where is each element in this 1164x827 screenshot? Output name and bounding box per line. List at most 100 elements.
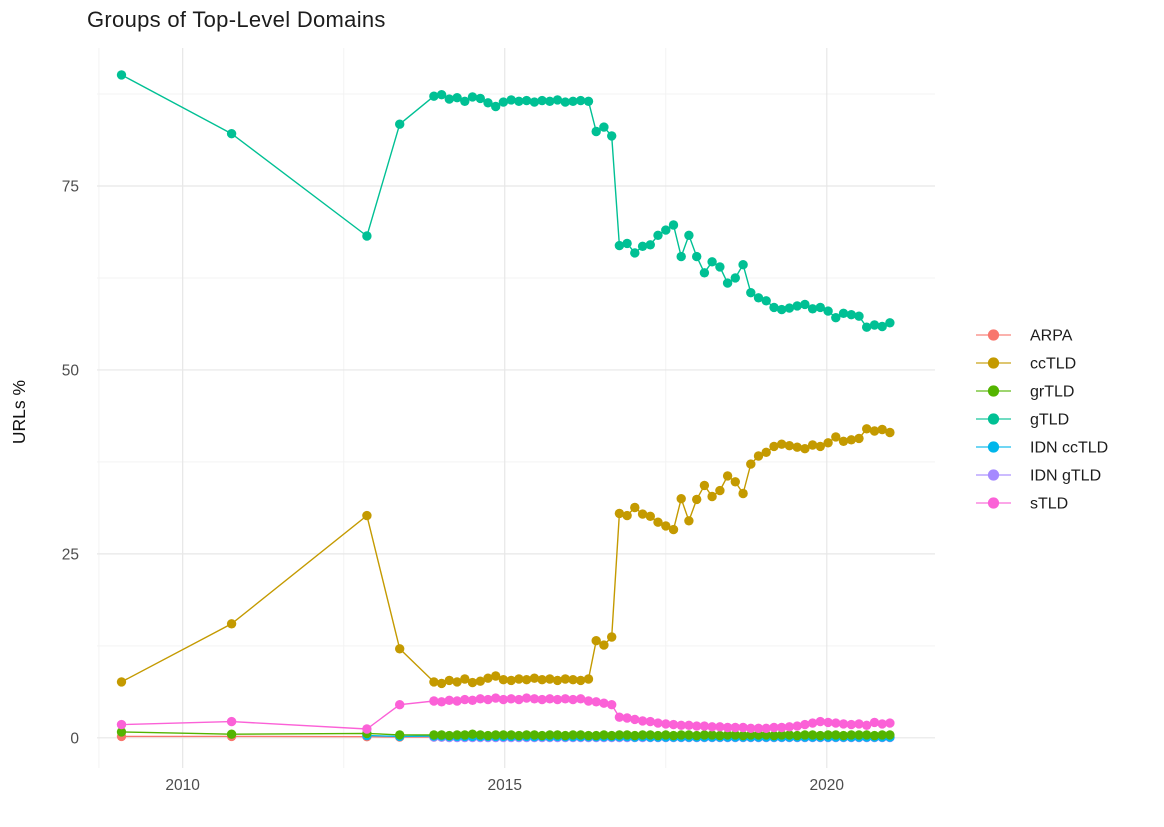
data-point	[521, 693, 532, 703]
legend-item-idn-gtld: IDN gTLD	[976, 468, 1101, 485]
legend-key-dot	[987, 413, 1000, 425]
data-point	[784, 303, 795, 313]
data-point	[460, 694, 470, 705]
data-point	[467, 92, 478, 102]
data-point	[854, 311, 864, 321]
data-point	[807, 304, 818, 314]
data-point	[692, 494, 702, 505]
data-point	[599, 122, 609, 132]
data-point	[599, 698, 609, 708]
data-point	[226, 619, 237, 629]
data-point	[792, 442, 802, 452]
data-point	[552, 694, 563, 705]
data-point	[429, 730, 439, 740]
x-tick-label: 2020	[810, 777, 845, 794]
data-point	[560, 674, 570, 684]
data-point	[869, 426, 880, 436]
data-point	[537, 730, 547, 741]
data-point	[862, 730, 872, 740]
data-point	[715, 722, 725, 732]
data-point	[506, 675, 516, 686]
data-point	[614, 240, 625, 251]
data-point	[226, 716, 237, 727]
data-point	[885, 318, 895, 328]
data-point	[885, 718, 895, 728]
data-point	[622, 730, 632, 740]
data-point	[761, 447, 771, 457]
data-point	[815, 730, 825, 741]
data-point	[753, 451, 764, 461]
data-point	[483, 673, 493, 683]
data-point	[583, 96, 594, 107]
data-point	[738, 722, 748, 733]
data-point	[622, 510, 632, 521]
data-point	[607, 700, 617, 710]
data-point	[395, 730, 405, 740]
data-point	[684, 230, 694, 240]
data-point	[707, 722, 717, 732]
data-point	[506, 95, 516, 105]
data-point	[529, 694, 540, 704]
data-point	[537, 675, 547, 685]
data-point	[637, 730, 648, 740]
data-point	[692, 721, 702, 731]
data-point	[591, 697, 601, 707]
series-line	[121, 74, 891, 329]
data-point	[877, 719, 887, 729]
data-point	[560, 97, 570, 107]
data-point	[116, 719, 127, 730]
data-point	[753, 723, 764, 733]
data-point	[395, 700, 405, 710]
data-point	[761, 296, 771, 306]
data-point	[444, 675, 454, 686]
legend: ARPA ccTLD grTLD gTLD IDN ccTLD IDN gTLD sTLD	[976, 328, 1108, 513]
data-point	[116, 70, 127, 80]
data-point	[838, 436, 849, 446]
data-point	[699, 268, 710, 278]
data-point	[746, 730, 756, 740]
data-point	[761, 730, 771, 740]
data-point	[436, 697, 447, 707]
data-point	[521, 675, 532, 685]
data-point	[831, 730, 841, 740]
legend-label: ccTLD	[1030, 356, 1076, 373]
data-point	[885, 730, 895, 740]
data-point	[869, 730, 880, 741]
data-point	[699, 480, 710, 491]
data-point	[707, 730, 717, 740]
data-point	[483, 730, 493, 741]
data-point	[753, 293, 764, 303]
legend-item-gtld: gTLD	[976, 412, 1069, 429]
legend-item-stld: sTLD	[976, 496, 1068, 513]
data-point	[831, 432, 841, 442]
data-point	[514, 96, 524, 107]
data-point	[877, 424, 887, 435]
data-point	[815, 441, 825, 452]
data-point	[491, 101, 501, 112]
data-point	[792, 730, 802, 741]
data-point	[846, 310, 856, 320]
data-point	[807, 440, 818, 450]
data-point	[862, 720, 872, 730]
data-point	[838, 719, 849, 729]
data-point	[831, 313, 841, 323]
data-point	[444, 695, 454, 705]
data-point	[576, 694, 586, 704]
chart-title: Groups of Top-Level Domains	[87, 7, 386, 32]
data-point	[815, 716, 825, 727]
data-point	[862, 322, 872, 332]
data-point	[661, 521, 671, 531]
data-point	[738, 730, 748, 741]
data-point	[362, 510, 372, 521]
data-point	[800, 730, 810, 740]
data-point	[576, 675, 586, 686]
data-point	[483, 98, 493, 108]
data-point	[746, 723, 756, 733]
series-stld	[116, 693, 895, 734]
data-point	[645, 240, 655, 250]
data-point	[614, 712, 625, 722]
data-point	[661, 225, 671, 235]
data-point	[583, 674, 594, 684]
data-point	[460, 674, 470, 684]
legend-label: IDN ccTLD	[1030, 440, 1108, 457]
